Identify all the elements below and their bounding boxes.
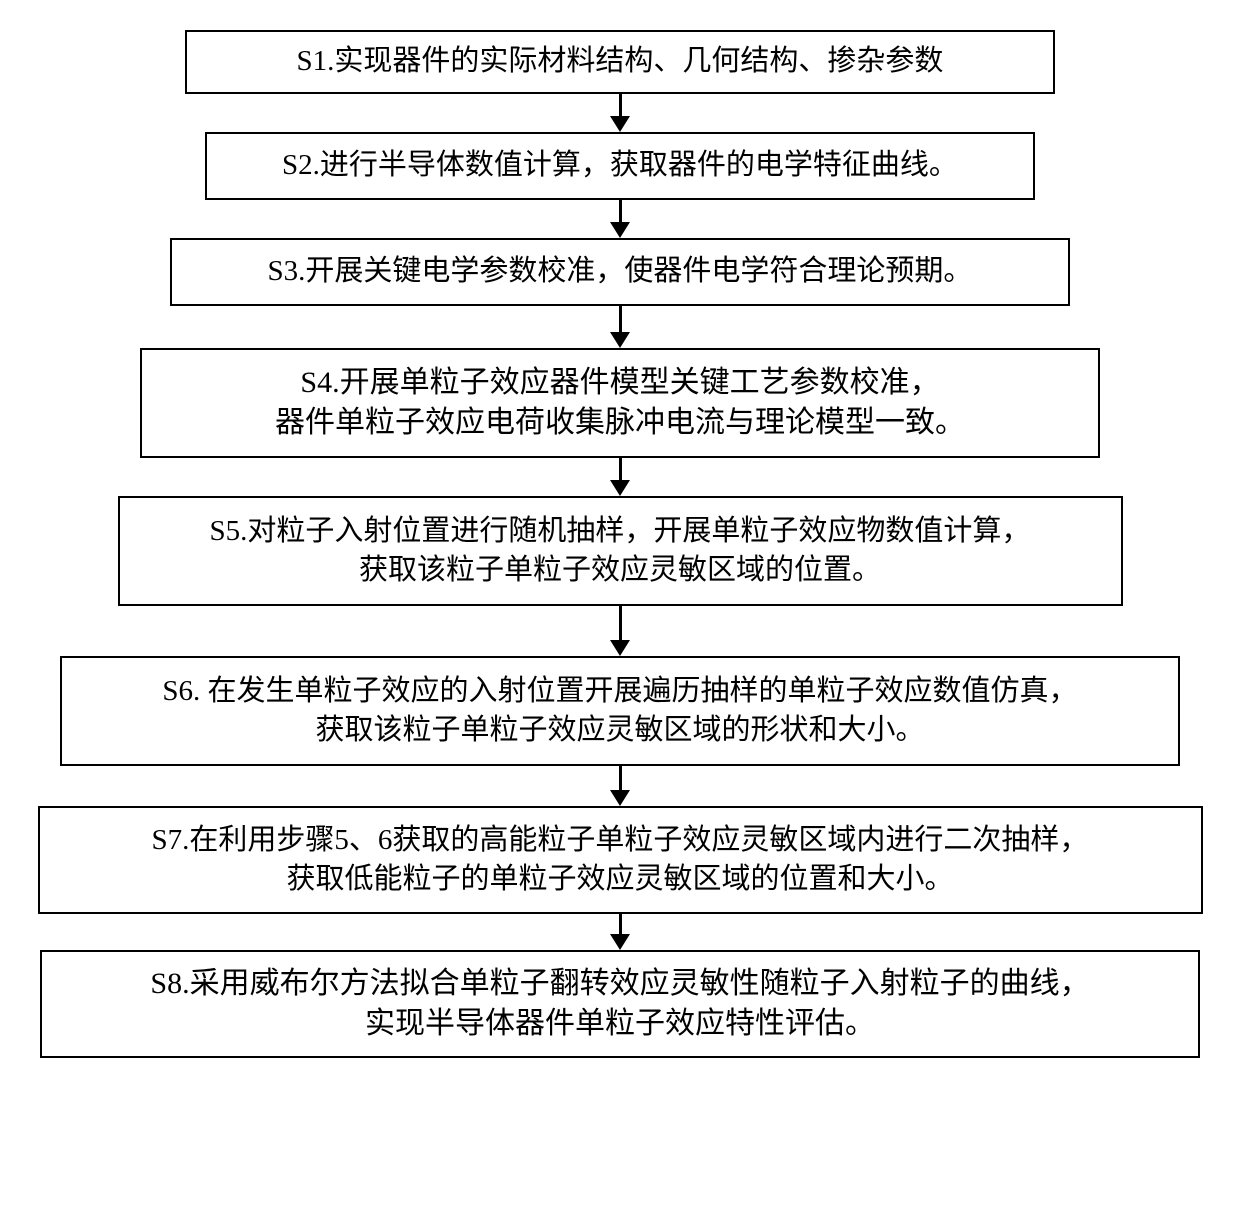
arrow-3 [610,306,630,348]
step-s2-text: S2.进行半导体数值计算，获取器件的电学特征曲线。 [282,146,958,185]
step-s1: S1.实现器件的实际材料结构、几何结构、掺杂参数 [185,30,1055,94]
step-s5-line2: 获取该粒子单粒子效应灵敏区域的位置。 [359,551,881,590]
arrow-4 [610,458,630,496]
arrow-1 [610,94,630,132]
arrow-7 [610,914,630,950]
step-s6-line2: 获取该粒子单粒子效应灵敏区域的形状和大小。 [315,711,924,750]
step-s7: S7.在利用步骤5、6获取的高能粒子单粒子效应灵敏区域内进行二次抽样， 获取低能… [38,806,1203,914]
step-s4-line1: S4.开展单粒子效应器件模型关键工艺参数校准， [300,363,939,404]
step-s2: S2.进行半导体数值计算，获取器件的电学特征曲线。 [205,132,1035,200]
step-s7-line2: 获取低能粒子的单粒子效应灵敏区域的位置和大小。 [286,860,953,899]
step-s5-line1: S5.对粒子入射位置进行随机抽样，开展单粒子效应物数值计算， [210,512,1031,551]
step-s3: S3.开展关键电学参数校准，使器件电学符合理论预期。 [170,238,1070,306]
step-s8: S8.采用威布尔方法拟合单粒子翻转效应灵敏性随粒子入射粒子的曲线， 实现半导体器… [40,950,1200,1058]
step-s6-line1: S6. 在发生单粒子效应的入射位置开展遍历抽样的单粒子效应数值仿真， [162,672,1077,711]
arrow-6 [610,766,630,806]
step-s8-line2: 实现半导体器件单粒子效应特性评估。 [365,1004,875,1045]
step-s5: S5.对粒子入射位置进行随机抽样，开展单粒子效应物数值计算， 获取该粒子单粒子效… [118,496,1123,606]
step-s4-line2: 器件单粒子效应电荷收集脉冲电流与理论模型一致。 [275,403,965,444]
step-s3-text: S3.开展关键电学参数校准，使器件电学符合理论预期。 [268,252,973,291]
step-s1-text: S1.实现器件的实际材料结构、几何结构、掺杂参数 [297,42,944,81]
flowchart-container: S1.实现器件的实际材料结构、几何结构、掺杂参数 S2.进行半导体数值计算，获取… [38,30,1203,1058]
step-s8-line1: S8.采用威布尔方法拟合单粒子翻转效应灵敏性随粒子入射粒子的曲线， [150,964,1089,1005]
arrow-5 [610,606,630,656]
step-s7-line1: S7.在利用步骤5、6获取的高能粒子单粒子效应灵敏区域内进行二次抽样， [152,821,1089,860]
step-s4: S4.开展单粒子效应器件模型关键工艺参数校准， 器件单粒子效应电荷收集脉冲电流与… [140,348,1100,458]
arrow-2 [610,200,630,238]
step-s6: S6. 在发生单粒子效应的入射位置开展遍历抽样的单粒子效应数值仿真， 获取该粒子… [60,656,1180,766]
